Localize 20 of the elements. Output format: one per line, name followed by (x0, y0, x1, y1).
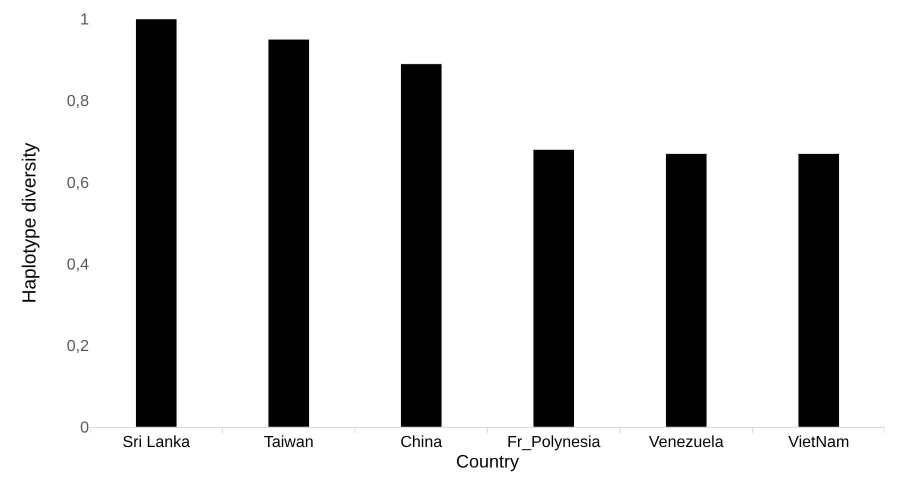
y-tick-label: 1 (80, 12, 90, 29)
bar (400, 64, 442, 427)
bar (135, 19, 178, 427)
x-tick-label: VietNam (788, 434, 850, 452)
y-tick-label: 0 (80, 420, 90, 437)
bar (532, 149, 575, 427)
x-axis-title: Country (456, 451, 520, 472)
y-axis-title: Haplotype diversity (20, 142, 41, 304)
x-tick-label: Taiwan (264, 434, 314, 452)
y-tick-label: 0,6 (66, 174, 90, 192)
y-tick-label: 0,8 (66, 93, 90, 110)
bar (665, 153, 708, 427)
bar (268, 39, 310, 427)
bar (798, 153, 840, 427)
x-tick-label: Fr_Polynesia (507, 434, 601, 452)
y-tick-label: 0,4 (66, 256, 90, 274)
x-tick-label: Sri Lanka (122, 434, 190, 452)
y-tick-label: 0,2 (66, 338, 90, 355)
x-tick-label: China (400, 434, 442, 452)
x-tick-label: Venezuela (648, 434, 724, 452)
